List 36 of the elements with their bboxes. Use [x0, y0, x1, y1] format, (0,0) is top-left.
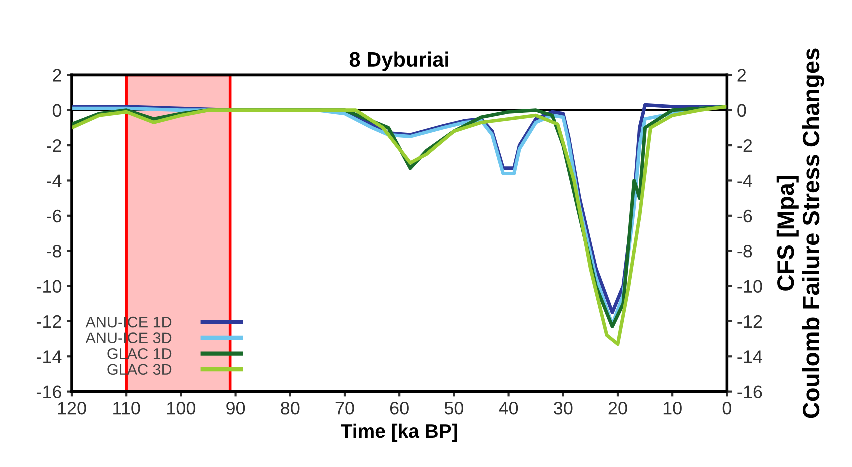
y-tick-label: -10	[36, 280, 62, 293]
y2-tick-label: 2	[738, 69, 746, 82]
y2-tick-label: -6	[738, 210, 752, 223]
y-tick-label: -2	[47, 139, 62, 152]
x-axis-title: Time [ka BP]	[341, 424, 458, 442]
y2-tick-label: -14	[738, 350, 762, 364]
y2-tick-label: 0	[738, 104, 746, 118]
x-tick-label: 70	[336, 402, 354, 415]
x-tick-label: 10	[664, 402, 682, 415]
y2-tick-label: -2	[738, 139, 752, 152]
y2-axis-title: CFS [Mpa] Coulomb Failure Stress Changes	[776, 48, 824, 418]
y-tick-label: -6	[47, 210, 62, 223]
x-tick-label: 0	[722, 402, 732, 415]
x-tick-label: 50	[444, 402, 464, 415]
y2-tick-label: -16	[738, 386, 762, 399]
x-tick-label: 100	[168, 402, 196, 415]
x-tick-label: 40	[499, 402, 518, 415]
chart-title: 8 Dyburiai	[350, 52, 448, 72]
y-tick-label: -14	[36, 350, 62, 364]
x-tick-label: 20	[608, 402, 628, 415]
y2-tick-label: -4	[738, 174, 752, 188]
x-tick-label: 80	[281, 402, 300, 415]
y2-tick-label: -8	[738, 245, 752, 258]
x-tick-label: 60	[390, 402, 409, 415]
y2-tick-label: -10	[738, 280, 762, 293]
x-tick-label: 110	[114, 402, 140, 415]
y-tick-label: 0	[52, 104, 62, 118]
y-tick-label: -4	[47, 174, 62, 188]
y-tick-label: -16	[36, 386, 62, 399]
y-tick-label: 2	[53, 69, 62, 82]
y-tick-label: -8	[47, 245, 62, 258]
y-tick-label: -12	[36, 315, 62, 328]
x-tick-label: 30	[554, 402, 573, 415]
x-tick-label: 90	[226, 402, 246, 415]
x-tick-label: 120	[58, 402, 86, 415]
y2-tick-label: -12	[738, 315, 762, 328]
